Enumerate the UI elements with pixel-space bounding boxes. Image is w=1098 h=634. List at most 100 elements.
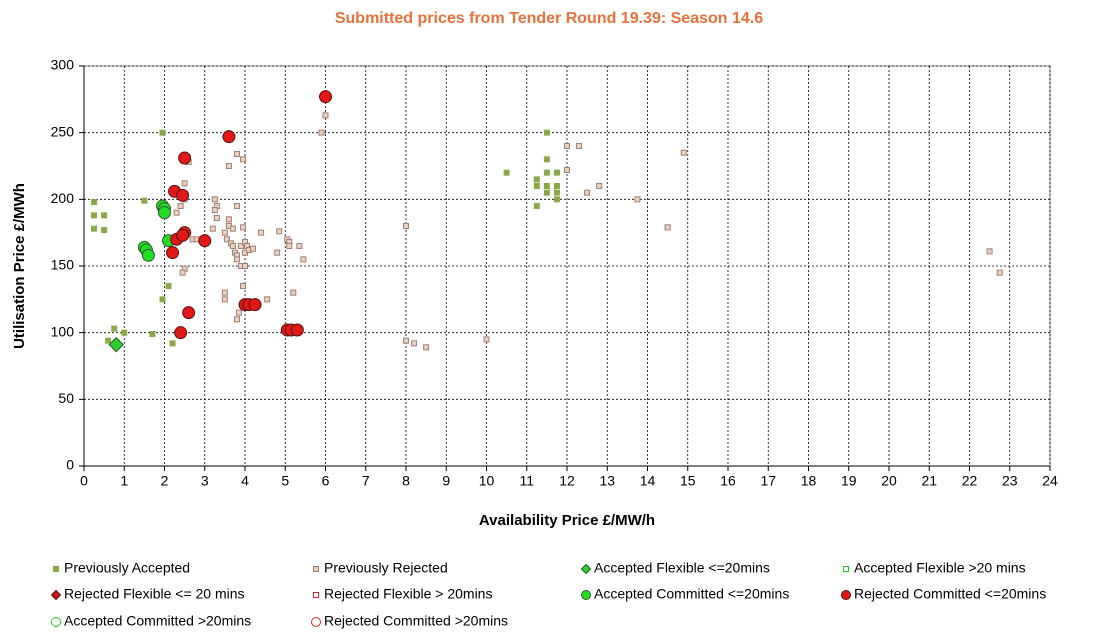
y-tick-label: 0	[66, 457, 74, 473]
x-tick-label: 9	[442, 473, 450, 489]
data-point	[233, 151, 240, 157]
data-point	[233, 316, 240, 323]
x-tick-label: 17	[760, 473, 776, 489]
x-tick-label: 14	[640, 473, 656, 489]
legend-label: Rejected Flexible <= 20 mins	[64, 586, 245, 602]
data-point	[141, 248, 155, 262]
y-tick-label: 300	[51, 57, 75, 73]
data-point	[543, 189, 550, 196]
data-point	[91, 199, 98, 205]
chart-title: Submitted prices from Tender Round 19.39…	[335, 10, 763, 27]
data-point	[286, 243, 293, 249]
legend-label: Rejected Committed >20mins	[324, 613, 508, 629]
legend-label: Accepted Committed <=20mins	[594, 586, 789, 602]
data-point	[543, 169, 550, 176]
legend-marker	[843, 566, 849, 572]
x-tick-label: 12	[559, 473, 575, 489]
data-point	[91, 212, 98, 219]
data-point	[290, 289, 297, 296]
y-tick-label: 150	[51, 257, 75, 273]
data-point	[664, 224, 671, 231]
data-point	[274, 249, 281, 256]
data-point	[553, 183, 560, 189]
x-tick-label: 13	[599, 473, 615, 489]
data-point	[223, 236, 230, 243]
legend-marker	[580, 563, 592, 575]
data-point	[564, 167, 570, 173]
data-point	[237, 243, 244, 249]
data-point	[159, 129, 166, 136]
x-tick-label: 7	[362, 473, 370, 489]
data-point	[242, 263, 248, 269]
data-point	[584, 189, 591, 196]
y-axis-title: Utilisation Price £/MWh	[11, 183, 28, 349]
data-point	[996, 269, 1003, 276]
data-point	[235, 309, 242, 316]
data-point	[596, 183, 603, 189]
data-point	[174, 326, 188, 340]
data-point	[248, 298, 262, 312]
data-point	[403, 337, 409, 344]
data-point	[179, 269, 186, 276]
data-point	[181, 180, 188, 187]
x-tick-label: 3	[201, 473, 209, 489]
legend-label: Accepted Flexible >20 mins	[854, 560, 1026, 576]
x-tick-label: 19	[841, 473, 857, 489]
legend-label: Accepted Flexible <=20mins	[594, 560, 770, 576]
data-point	[221, 289, 228, 296]
data-point	[229, 225, 236, 232]
data-point	[543, 129, 550, 136]
data-point	[233, 256, 240, 263]
data-point	[300, 256, 307, 263]
data-point	[173, 209, 180, 216]
data-point	[101, 227, 108, 233]
legend-label: Previously Accepted	[64, 560, 190, 576]
data-point	[177, 203, 184, 209]
y-tick-label: 100	[51, 323, 75, 339]
data-point	[211, 196, 218, 203]
x-tick-label: 1	[120, 473, 128, 489]
x-tick-label: 5	[281, 473, 289, 489]
data-point	[533, 176, 540, 183]
data-point	[221, 296, 228, 303]
data-point	[211, 207, 218, 213]
data-point	[169, 340, 176, 347]
data-point	[159, 296, 166, 303]
y-tick-label: 250	[51, 123, 75, 139]
x-tick-label: 6	[322, 473, 330, 489]
y-tick-label: 200	[51, 190, 75, 206]
data-point	[533, 183, 540, 189]
x-tick-label: 15	[680, 473, 696, 489]
x-tick-label: 23	[1002, 473, 1018, 489]
data-point	[503, 169, 510, 176]
data-point	[108, 336, 124, 353]
data-point	[165, 283, 172, 289]
legend-label: Previously Rejected	[324, 560, 448, 576]
data-point	[182, 306, 196, 320]
x-tick-label: 10	[479, 473, 495, 489]
y-tick-label: 50	[58, 390, 74, 406]
data-point	[264, 296, 271, 303]
legend-label: Rejected Flexible > 20mins	[324, 586, 492, 602]
data-point	[533, 203, 540, 209]
data-point	[105, 337, 112, 344]
data-point	[101, 212, 108, 219]
data-point	[213, 215, 220, 221]
data-point	[121, 329, 128, 336]
x-axis-title: Availability Price £/MW/h	[479, 512, 655, 529]
legend-marker	[53, 566, 59, 572]
x-tick-label: 24	[1042, 473, 1058, 489]
x-tick-label: 21	[921, 473, 937, 489]
x-tick-label: 20	[881, 473, 897, 489]
data-point	[166, 246, 180, 260]
data-point	[222, 130, 236, 144]
legend-marker	[311, 617, 321, 627]
data-point	[149, 331, 156, 337]
data-point	[543, 183, 550, 189]
legend-marker	[313, 566, 319, 572]
x-tick-label: 4	[241, 473, 249, 489]
data-point	[680, 149, 687, 156]
data-point	[553, 189, 560, 196]
data-point	[250, 245, 257, 252]
